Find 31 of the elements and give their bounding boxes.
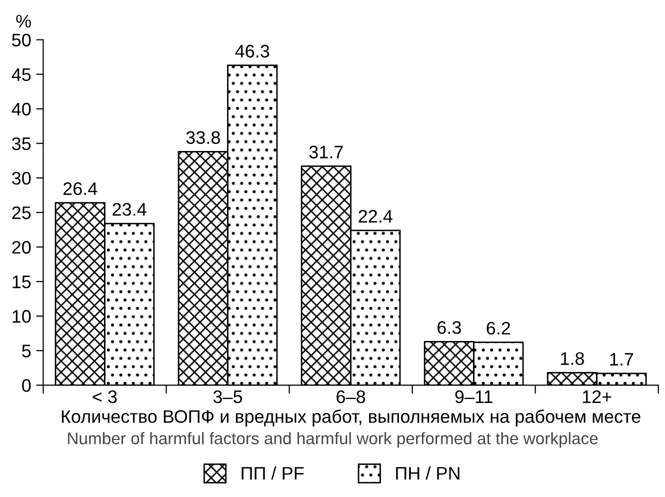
data-label: 1.7 [610, 353, 634, 366]
x-axis-title: Количество ВОПФ и вредных работ, выполняемых на рабочем месте [62, 410, 640, 426]
data-label: 1.8 [561, 352, 584, 366]
data-label: 23.4 [112, 203, 146, 216]
y-tick-label: 10 [12, 310, 31, 323]
legend-label: ПП / PF [242, 466, 304, 480]
data-label: 6.2 [486, 322, 510, 335]
x-tick-label: < 3 [92, 390, 117, 404]
text: Number of harmful factors and harmful work performed at the workplace [68, 432, 598, 448]
data-label: 31.7 [309, 146, 343, 158]
y-tick-label: 15 [12, 276, 31, 288]
y-tick-label: 30 [12, 172, 31, 185]
data-label: 33.8 [186, 131, 220, 144]
data-label: 26.4 [63, 182, 98, 196]
y-tick-label: 0 [22, 379, 31, 392]
legend-label: ПН / PN [396, 466, 460, 480]
y-tick-label: 45 [12, 68, 31, 82]
data-label: 22.4 [358, 210, 392, 223]
y-axis-title: % [16, 14, 31, 28]
y-tick-label: 5 [22, 344, 31, 358]
x-tick-label: 3–5 [213, 390, 242, 404]
y-tick-label: 35 [12, 137, 31, 150]
x-tick-label: 9–11 [455, 390, 492, 404]
x-tick-label: 12+ [582, 390, 612, 403]
y-tick-label: 50 [12, 34, 31, 46]
x-tick-label: 6–8 [336, 390, 366, 404]
data-label: 46.3 [235, 44, 270, 58]
y-tick-label: 40 [12, 102, 31, 116]
data-label: 6.3 [438, 321, 461, 334]
y-tick-label: 20 [12, 240, 31, 254]
y-tick-label: 25 [12, 206, 31, 220]
